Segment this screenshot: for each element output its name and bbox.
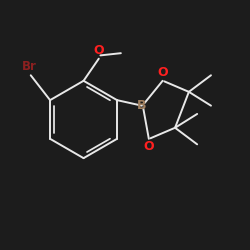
Text: B: B xyxy=(137,99,147,112)
Text: Br: Br xyxy=(22,60,37,73)
Text: O: O xyxy=(144,140,154,153)
Text: O: O xyxy=(157,66,168,79)
Text: O: O xyxy=(94,44,104,57)
